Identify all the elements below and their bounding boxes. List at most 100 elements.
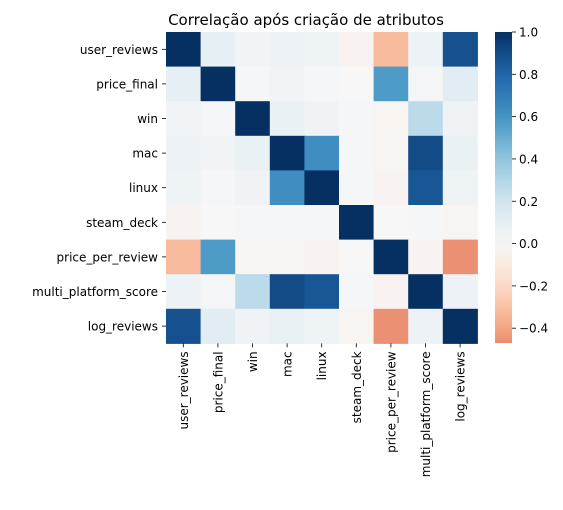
heatmap-cell-multi_platform_score-steam_deck <box>339 274 375 310</box>
heatmap-cell-win-steam_deck <box>339 101 375 137</box>
heatmap-cell-multi_platform_score-price_per_review <box>373 274 409 310</box>
heatmap-cell-steam_deck-steam_deck <box>339 205 375 241</box>
heatmap-cell-user_reviews-log_reviews <box>442 32 478 68</box>
heatmap-cell-price_final-price_final <box>200 66 236 102</box>
heatmap-cell-price_final-user_reviews <box>166 66 202 102</box>
heatmap-cell-log_reviews-mac <box>269 308 305 344</box>
heatmap-cell-win-price_final <box>200 101 236 137</box>
heatmap-cell-steam_deck-price_per_review <box>373 205 409 241</box>
heatmap-cell-linux-linux <box>304 170 340 206</box>
heatmap-cell-steam_deck-multi_platform_score <box>408 205 444 241</box>
heatmap-cell-multi_platform_score-linux <box>304 274 340 310</box>
heatmap-cell-win-linux <box>304 101 340 137</box>
heatmap-cell-mac-log_reviews <box>442 135 478 171</box>
x-tick-label: user_reviews <box>177 351 191 429</box>
heatmap-cell-mac-linux <box>304 135 340 171</box>
heatmap-cell-mac-user_reviews <box>166 135 202 171</box>
heatmap-cells <box>166 32 478 344</box>
heatmap-cell-user_reviews-win <box>235 32 271 68</box>
y-tick-label: steam_deck <box>86 216 158 230</box>
colorbar-gradient <box>495 32 512 343</box>
heatmap-cell-log_reviews-multi_platform_score <box>408 308 444 344</box>
heatmap-cell-user_reviews-multi_platform_score <box>408 32 444 68</box>
colorbar-tick-label: 0.0 <box>519 237 538 251</box>
heatmap-cell-steam_deck-log_reviews <box>442 205 478 241</box>
heatmap-cell-price_final-multi_platform_score <box>408 66 444 102</box>
heatmap-cell-steam_deck-win <box>235 205 271 241</box>
heatmap-cell-multi_platform_score-multi_platform_score <box>408 274 444 310</box>
colorbar-tick-label: −0.4 <box>519 322 548 336</box>
heatmap-cell-price_per_review-multi_platform_score <box>408 239 444 275</box>
heatmap-cell-mac-steam_deck <box>339 135 375 171</box>
heatmap-cell-multi_platform_score-log_reviews <box>442 274 478 310</box>
colorbar: 1.0 0.8 0.6 0.4 0.2 0.0 −0.2 −0.4 <box>495 26 548 343</box>
heatmap-cell-user_reviews-steam_deck <box>339 32 375 68</box>
heatmap-cell-steam_deck-mac <box>269 205 305 241</box>
heatmap-cell-user_reviews-user_reviews <box>166 32 202 68</box>
heatmap-cell-price_per_review-user_reviews <box>166 239 202 275</box>
heatmap-cell-price_final-mac <box>269 66 305 102</box>
heatmap-cell-user_reviews-price_per_review <box>373 32 409 68</box>
heatmap-cell-win-user_reviews <box>166 101 202 137</box>
heatmap-cell-mac-mac <box>269 135 305 171</box>
x-tick-label: log_reviews <box>454 351 468 421</box>
heatmap-cell-linux-user_reviews <box>166 170 202 206</box>
heatmap-cell-linux-mac <box>269 170 305 206</box>
heatmap-cell-price_per_review-mac <box>269 239 305 275</box>
heatmap-cell-win-log_reviews <box>442 101 478 137</box>
x-tick-label: steam_deck <box>350 351 364 423</box>
x-tick-label: price_per_review <box>384 351 398 453</box>
heatmap-cell-price_per_review-win <box>235 239 271 275</box>
heatmap-cell-win-price_per_review <box>373 101 409 137</box>
heatmap-cell-price_final-steam_deck <box>339 66 375 102</box>
heatmap-cell-price_per_review-log_reviews <box>442 239 478 275</box>
y-tick-label: log_reviews <box>88 320 158 334</box>
y-tick-label: price_final <box>96 77 158 91</box>
heatmap-cell-win-multi_platform_score <box>408 101 444 137</box>
x-tick-label: mac <box>281 351 295 377</box>
heatmap-cell-user_reviews-price_final <box>200 32 236 68</box>
x-tick-label: win <box>246 351 260 372</box>
x-tick-label: multi_platform_score <box>419 351 433 477</box>
heatmap-cell-mac-multi_platform_score <box>408 135 444 171</box>
colorbar-tick-label: 0.2 <box>519 195 538 209</box>
heatmap-cell-log_reviews-price_per_review <box>373 308 409 344</box>
x-tick-label: linux <box>315 351 329 380</box>
heatmap-cell-mac-win <box>235 135 271 171</box>
heatmap-cell-price_per_review-price_per_review <box>373 239 409 275</box>
heatmap-cell-multi_platform_score-mac <box>269 274 305 310</box>
heatmap-cell-linux-price_final <box>200 170 236 206</box>
heatmap-cell-linux-steam_deck <box>339 170 375 206</box>
x-tick-labels: user_reviews price_final win mac linux steam_… <box>177 343 468 477</box>
colorbar-tick-label: 0.4 <box>519 152 538 166</box>
heatmap-cell-linux-multi_platform_score <box>408 170 444 206</box>
heatmap-cell-log_reviews-win <box>235 308 271 344</box>
heatmap-cell-linux-log_reviews <box>442 170 478 206</box>
heatmap-cell-linux-price_per_review <box>373 170 409 206</box>
heatmap-cell-multi_platform_score-user_reviews <box>166 274 202 310</box>
heatmap-cell-price_per_review-steam_deck <box>339 239 375 275</box>
y-tick-label: price_per_review <box>57 250 159 264</box>
y-tick-label: win <box>137 112 158 126</box>
heatmap-cell-log_reviews-steam_deck <box>339 308 375 344</box>
y-tick-label: multi_platform_score <box>32 285 158 299</box>
heatmap-cell-log_reviews-user_reviews <box>166 308 202 344</box>
colorbar-tick-label: 0.6 <box>519 110 538 124</box>
heatmap-cell-price_per_review-linux <box>304 239 340 275</box>
heatmap-cell-price_final-win <box>235 66 271 102</box>
colorbar-tick-label: 0.8 <box>519 68 538 82</box>
heatmap-cell-multi_platform_score-price_final <box>200 274 236 310</box>
heatmap-cell-steam_deck-price_final <box>200 205 236 241</box>
heatmap-cell-user_reviews-mac <box>269 32 305 68</box>
y-tick-label: user_reviews <box>80 43 158 57</box>
heatmap-cell-win-win <box>235 101 271 137</box>
colorbar-tick-label: −0.2 <box>519 279 548 293</box>
x-tick-label: price_final <box>211 351 225 413</box>
colorbar-tick-label: 1.0 <box>519 26 538 40</box>
heatmap-cell-log_reviews-log_reviews <box>442 308 478 344</box>
y-tick-label: mac <box>132 147 158 161</box>
heatmap-cell-mac-price_final <box>200 135 236 171</box>
y-tick-label: linux <box>129 181 158 195</box>
